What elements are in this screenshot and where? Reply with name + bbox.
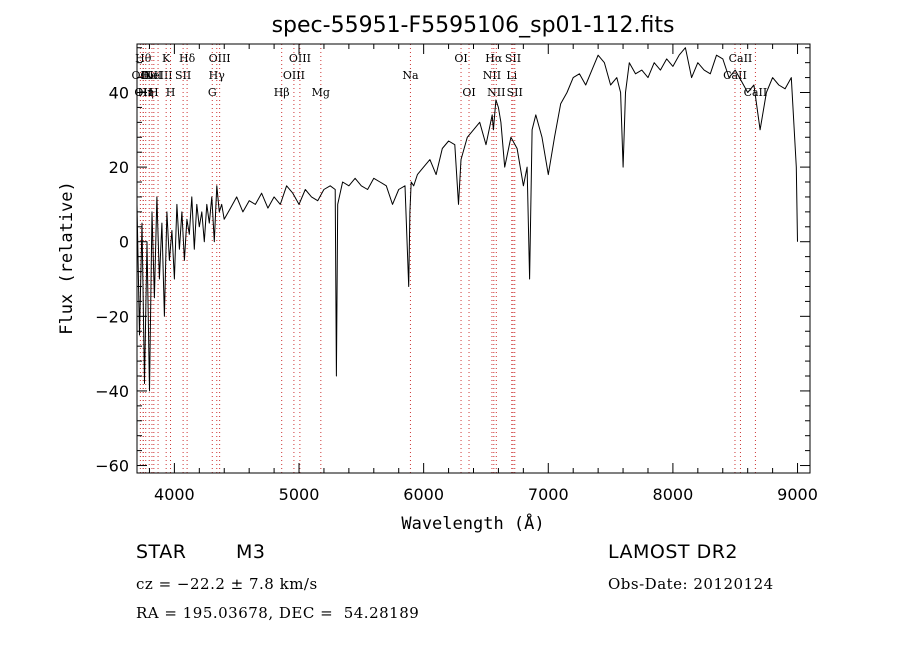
y-tick-label--40: −40: [95, 382, 129, 401]
line-marker-layer: OIIHθOIIHηOIIHeIHNeIIIKHSIIHδGHγOIIIHβOI…: [132, 44, 767, 473]
marker-label-17: OIII: [289, 52, 311, 65]
marker-label-1: Hθ: [135, 52, 152, 65]
marker-label-25: Li: [506, 69, 517, 82]
object-subclass: M3: [236, 541, 266, 563]
x-tick-label-8000: 8000: [653, 485, 694, 504]
observation-date: Obs-Date: 20120124: [608, 575, 774, 593]
marker-label-6: H: [149, 86, 159, 99]
x-tick-label-7000: 7000: [528, 485, 569, 504]
y-axis-label: Flux (relative): [57, 181, 77, 335]
marker-label-26: SII: [505, 52, 521, 65]
x-tick-label-4000: 4000: [154, 485, 195, 504]
y-axis: −60 −40 −20 0 20 40: [95, 47, 810, 476]
x-axis: 4000 5000 6000 7000 8000 9000: [148, 44, 818, 504]
marker-label-7: NeIII: [143, 69, 172, 82]
y-tick-label-0: 0: [119, 233, 129, 252]
marker-label-16: OIII: [283, 69, 305, 82]
marker-label-19: Na: [402, 69, 419, 82]
marker-label-18: Mg: [312, 86, 330, 99]
marker-label-5: HeI: [142, 69, 162, 82]
marker-label-11: Hδ: [179, 52, 196, 65]
marker-label-12: G: [208, 86, 217, 99]
x-tick-label-5000: 5000: [279, 485, 320, 504]
marker-label-20: OI: [454, 52, 467, 65]
marker-label-8: K: [162, 52, 171, 65]
redshift-text: cz = −22.2 ± 7.8 km/s: [136, 575, 318, 593]
y-tick-label-40: 40: [109, 83, 129, 102]
x-tick-label-6000: 6000: [403, 485, 444, 504]
marker-label-0: OII: [132, 69, 150, 82]
survey-name: LAMOST DR2: [608, 541, 738, 563]
y-tick-label--20: −20: [95, 307, 129, 326]
marker-label-22: NII: [483, 69, 501, 82]
object-class: STAR: [136, 541, 187, 563]
marker-label-24: NII: [487, 86, 505, 99]
marker-label-15: Hβ: [274, 86, 290, 99]
marker-label-14: OIII: [209, 52, 231, 65]
x-tick-label-9000: 9000: [777, 485, 818, 504]
spectrum-line-layer: [136, 47, 798, 392]
coordinates-text: RA = 195.03678, DEC = 54.28189: [136, 604, 420, 622]
marker-label-10: SII: [175, 69, 191, 82]
y-tick-label--60: −60: [95, 457, 129, 476]
marker-label-23: Hα: [485, 52, 503, 65]
marker-label-13: Hγ: [209, 69, 226, 82]
spectrum-series-0: [136, 47, 798, 392]
marker-label-21: OI: [462, 86, 475, 99]
marker-label-9: H: [166, 86, 176, 99]
y-tick-label-20: 20: [109, 158, 129, 177]
chart-title: spec-55951-F5595106_sp01-112.fits: [272, 13, 675, 38]
marker-label-29: CaII: [729, 52, 753, 65]
marker-label-27: SII: [507, 86, 523, 99]
x-axis-label: Wavelength (Å): [401, 512, 544, 534]
plot-frame: [136, 43, 811, 474]
